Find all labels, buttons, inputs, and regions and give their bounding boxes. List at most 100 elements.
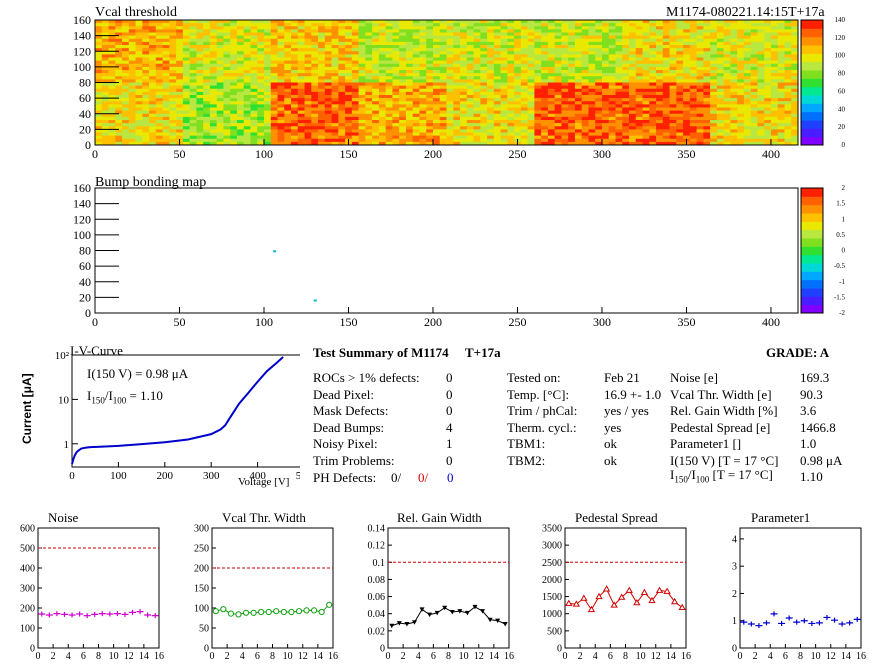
summary-right-label: Pedestal Spread [e] xyxy=(670,419,771,435)
vcal-cell xyxy=(656,82,664,86)
vcal-cell xyxy=(730,70,738,74)
vcal-cell xyxy=(209,45,217,49)
vcal-cell xyxy=(115,54,123,58)
vcal-cell xyxy=(216,88,224,93)
vcal-cell xyxy=(128,126,136,130)
vcal-cell xyxy=(588,66,596,71)
vcal-cell xyxy=(182,35,190,40)
vcal-cell xyxy=(331,95,339,99)
vcal-cell xyxy=(365,35,373,40)
vcal-cell xyxy=(162,123,170,127)
vcal-cell xyxy=(629,88,637,93)
vcal-cell xyxy=(595,63,603,68)
vcal-cell xyxy=(622,45,630,49)
vcal-cell xyxy=(493,138,501,143)
vcal-cell xyxy=(385,113,393,118)
vcal-cell xyxy=(250,66,258,71)
vcal-cell xyxy=(209,110,217,115)
vcal-cell xyxy=(182,73,190,77)
vcal-cell xyxy=(203,120,211,124)
vcal-cell xyxy=(527,95,535,99)
vcal-cell xyxy=(108,101,116,105)
vcal-cell xyxy=(365,54,373,58)
vcal-cell xyxy=(149,73,157,77)
vcal-cell xyxy=(351,79,359,83)
vcal-cell xyxy=(223,141,231,146)
vcal-cell xyxy=(182,141,190,146)
vcal-cell xyxy=(399,91,407,96)
vcal-cell xyxy=(101,113,109,118)
vcal-cell xyxy=(534,113,542,118)
vcal-cell xyxy=(750,132,758,136)
summary-middle-label: Therm. cycl.: xyxy=(507,419,577,435)
vcal-cell xyxy=(236,98,245,102)
noise-point xyxy=(106,611,114,617)
vcal-cell xyxy=(304,76,312,80)
vcal-cell xyxy=(250,132,258,136)
vcal-cell xyxy=(764,132,772,136)
vcal-cell xyxy=(108,32,116,36)
vcal-cell xyxy=(432,76,441,80)
vcal-cell xyxy=(554,120,562,124)
vcal-cell xyxy=(270,73,278,77)
vcal-cell xyxy=(209,73,217,77)
summary-middle-value: yes xyxy=(604,419,622,435)
vcal-cell xyxy=(419,70,427,74)
vcal-cell xyxy=(311,38,319,43)
vcal-cell xyxy=(669,88,677,93)
vcal-cell xyxy=(777,76,785,80)
vcal-cell xyxy=(460,82,468,86)
vcal-cell xyxy=(656,95,664,99)
vcal-cell xyxy=(480,126,488,130)
vcal-cell xyxy=(601,51,610,55)
vcal-cell xyxy=(257,107,265,111)
vcal-cell xyxy=(527,79,535,83)
vcal-cell xyxy=(331,113,339,118)
vcal-cell xyxy=(419,66,427,71)
vcal-cell xyxy=(318,35,326,40)
vcal-cell xyxy=(291,135,299,140)
pedestal-ytick-label: 2000 xyxy=(542,575,562,586)
vcal-cell xyxy=(730,63,738,68)
vcal-cell xyxy=(466,98,474,102)
vcal-cell xyxy=(385,135,393,140)
vcal-cell xyxy=(284,110,292,115)
vcal-cell xyxy=(392,66,400,71)
vcal-cell xyxy=(223,57,231,61)
vcal-palette-cell xyxy=(801,28,823,38)
vcal-cell xyxy=(162,63,170,68)
vcal-cell xyxy=(716,116,724,121)
vcal-cell xyxy=(372,95,380,99)
vcal-cell xyxy=(426,48,434,52)
vcal-cell xyxy=(331,48,339,52)
vcal-cell xyxy=(128,123,136,127)
vcal-cell xyxy=(291,91,299,96)
vcal-cell xyxy=(405,51,414,55)
vcal-cell xyxy=(250,54,258,58)
vcal-cell xyxy=(595,26,603,30)
vcal-cell xyxy=(473,54,481,58)
vcal-cell xyxy=(676,57,684,61)
vcal-cell xyxy=(507,132,515,136)
vcal-cell xyxy=(446,38,454,43)
vcal-cell xyxy=(466,38,474,43)
vcal-cell xyxy=(453,35,461,40)
vcal-cell xyxy=(534,126,542,130)
vcal-cell xyxy=(446,57,454,61)
vcal-cell xyxy=(588,38,596,43)
vcal-cell xyxy=(216,38,224,43)
vcal-cell xyxy=(514,76,522,80)
vcal-cell xyxy=(541,35,549,40)
vcal-cell xyxy=(737,126,745,130)
vcal-cell xyxy=(297,101,305,105)
vcal-width-ytick-label: 50 xyxy=(199,624,209,635)
vcal-cell xyxy=(466,132,474,136)
vcal-cell xyxy=(595,123,603,127)
vcal-cell xyxy=(311,29,319,33)
vcal-cell xyxy=(588,60,596,65)
vcal-cell xyxy=(568,23,576,27)
vcal-cell xyxy=(757,73,765,77)
vcal-cell xyxy=(385,138,393,143)
vcal-cell xyxy=(128,35,136,40)
vcal-cell xyxy=(669,23,677,27)
